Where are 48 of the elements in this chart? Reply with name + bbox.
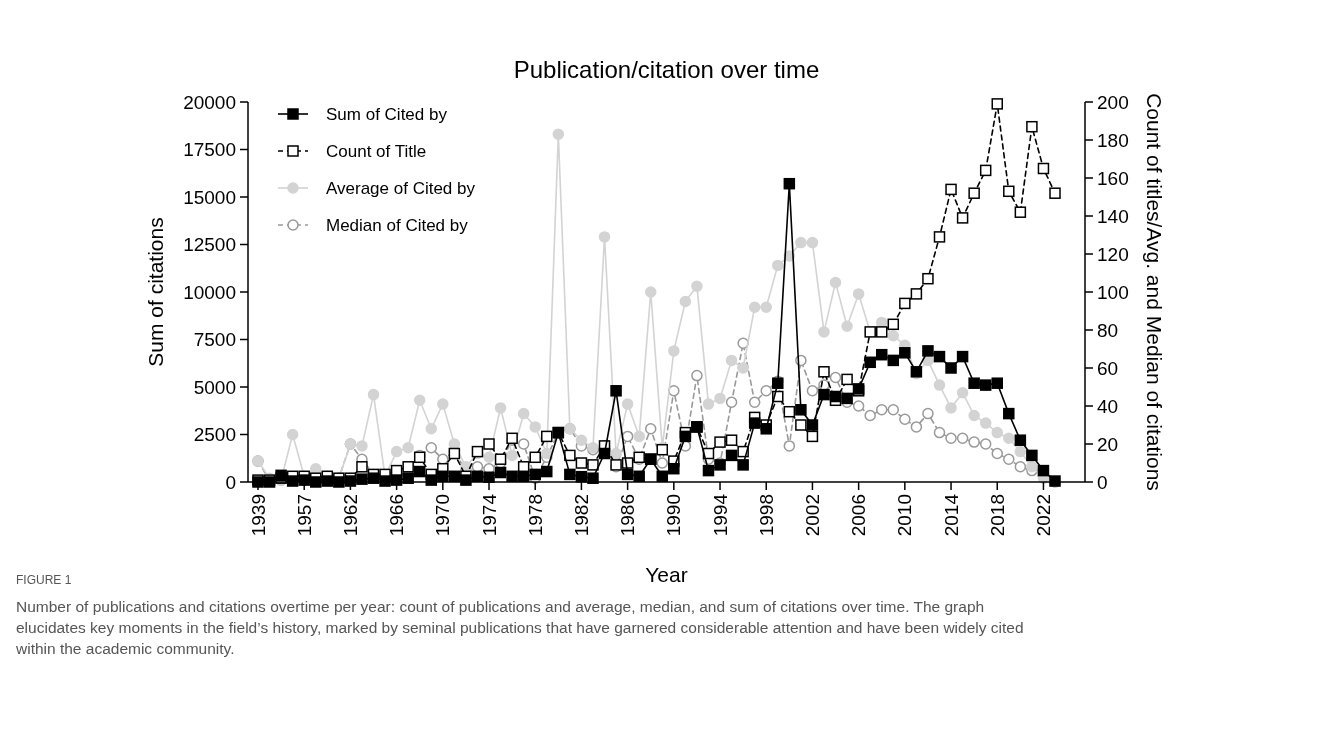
y2-tick-label: 200 bbox=[1097, 91, 1129, 113]
legend-label: Average of Cited by bbox=[326, 178, 476, 198]
x-tick-label: 1998 bbox=[755, 494, 777, 537]
y-tick-label: 20000 bbox=[183, 91, 236, 113]
y2-tick-label: 20 bbox=[1097, 433, 1119, 455]
x-tick-label: 1957 bbox=[293, 494, 315, 537]
legend-label: Median of Cited by bbox=[326, 215, 469, 235]
legend-label: Count of Title bbox=[326, 141, 427, 161]
caption: FIGURE 1 bbox=[16, 573, 72, 587]
y-tick-label: 2500 bbox=[193, 424, 236, 446]
legend-label: Sum of Cited by bbox=[326, 104, 448, 124]
y2-tick-label: 0 bbox=[1097, 471, 1108, 493]
chart-title: Publication/citation over time bbox=[513, 56, 820, 83]
y2-tick-label: 180 bbox=[1097, 129, 1129, 151]
y-tick-label: 17500 bbox=[183, 139, 236, 161]
x-tick-label: 2002 bbox=[802, 494, 824, 537]
x-tick-label: 2018 bbox=[986, 494, 1008, 537]
y2-tick-label: 120 bbox=[1097, 243, 1129, 265]
x-tick-label: 2022 bbox=[1033, 494, 1055, 537]
x-tick-label: 1966 bbox=[386, 494, 408, 537]
y-tick-label: 10000 bbox=[183, 281, 236, 303]
y2-tick-label: 100 bbox=[1097, 281, 1129, 303]
y2-tick-label: 80 bbox=[1097, 319, 1119, 341]
x-tick-label: 1982 bbox=[571, 494, 593, 537]
x-tick-label: 2014 bbox=[940, 493, 962, 537]
y-tick-label: 7500 bbox=[193, 329, 236, 351]
y-axis-title: Sum of citations bbox=[144, 217, 167, 367]
x-tick-label: 2006 bbox=[848, 494, 870, 537]
x-tick-label: 1962 bbox=[340, 494, 362, 537]
x-tick-label: 1974 bbox=[478, 493, 500, 537]
y-tick-label: 15000 bbox=[183, 186, 236, 208]
x-tick-label: 1990 bbox=[663, 494, 685, 537]
x-tick-label: 1939 bbox=[247, 494, 269, 537]
x-tick-label: 1994 bbox=[709, 493, 731, 537]
y-tick-label: 5000 bbox=[193, 376, 236, 398]
x-tick-label: 1970 bbox=[432, 494, 454, 537]
y2-tick-label: 60 bbox=[1097, 357, 1119, 379]
y2-tick-label: 160 bbox=[1097, 167, 1129, 189]
x-tick-label: 1978 bbox=[524, 494, 546, 537]
x-axis-title: Year bbox=[645, 563, 688, 586]
y2-tick-label: 140 bbox=[1097, 205, 1129, 227]
x-tick-label: 1986 bbox=[617, 494, 639, 537]
text: Number of publications and citations overtime per year: count of publications and average, median, and sum of citations over time. The graph elucidates key moments in the field’s history, marked by seminal publications that have garnered considerable attention and have been widely cited within the academic community. bbox=[15, 598, 1024, 657]
y-tick-label: 0 bbox=[225, 471, 236, 493]
x-tick-label: 2010 bbox=[894, 494, 916, 537]
y2-axis-title: Count of titles/Avg. and Median of citations bbox=[1143, 93, 1166, 491]
y2-tick-label: 40 bbox=[1097, 395, 1119, 417]
y-tick-label: 12500 bbox=[183, 234, 236, 256]
